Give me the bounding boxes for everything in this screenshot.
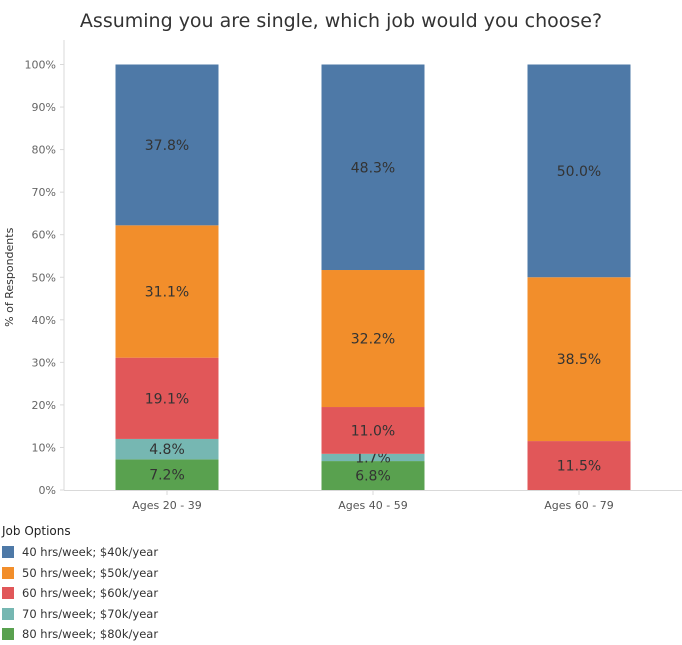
x-tick-label: Ages 20 - 39 <box>132 499 201 512</box>
data-label: 48.3% <box>351 160 395 176</box>
data-label: 19.1% <box>145 391 189 407</box>
bar-segment <box>115 64 219 226</box>
bar-segment <box>527 441 631 490</box>
y-tick-label: 0% <box>39 484 56 497</box>
bar-segment <box>321 453 425 462</box>
legend-item: 70 hrs/week; $70k/year <box>2 604 158 625</box>
legend-item: 60 hrs/week; $60k/year <box>2 583 158 604</box>
x-tick-label: Ages 40 - 59 <box>338 499 407 512</box>
data-label: 38.5% <box>557 352 601 368</box>
legend-label: 40 hrs/week; $40k/year <box>22 545 159 560</box>
legend-label: 80 hrs/week; $80k/year <box>22 627 159 642</box>
data-label: 6.8% <box>355 469 391 485</box>
legend: Job Options 40 hrs/week; $40k/year 50 hrs… <box>2 524 158 645</box>
bar-segment <box>321 270 425 408</box>
data-label: 4.8% <box>149 442 185 458</box>
y-tick-label: 90% <box>32 101 56 114</box>
bar-segment <box>321 461 425 490</box>
bar-segment <box>321 407 425 454</box>
data-label: 32.2% <box>351 332 395 348</box>
y-tick-label: 60% <box>32 229 56 242</box>
bar-segment <box>115 438 219 460</box>
data-label: 11.5% <box>557 459 601 475</box>
chart-title: Assuming you are single, which job would… <box>79 10 603 32</box>
data-label: 31.1% <box>145 285 189 301</box>
y-tick-label: 50% <box>32 271 56 284</box>
y-tick-label: 80% <box>32 144 56 157</box>
y-tick-label: 70% <box>32 186 56 199</box>
y-tick-label: 10% <box>32 441 56 454</box>
legend-title: Job Options <box>2 524 71 538</box>
x-tick-label: Ages 60 - 79 <box>544 499 613 512</box>
data-label: 11.0% <box>351 423 395 439</box>
legend-label: 60 hrs/week; $60k/year <box>22 586 159 601</box>
y-tick-label: 40% <box>32 314 56 327</box>
legend-swatch <box>2 546 14 559</box>
bar-segment <box>321 64 425 271</box>
data-label: 50.0% <box>557 164 601 180</box>
bar-segment <box>115 357 219 439</box>
legend-item: 40 hrs/week; $40k/year <box>2 542 158 563</box>
legend-label: 50 hrs/week; $50k/year <box>22 565 159 580</box>
legend-item: 50 hrs/week; $50k/year <box>2 563 158 584</box>
bar-segment <box>527 277 631 442</box>
data-label: 7.2% <box>149 468 185 484</box>
y-tick-label: 100% <box>25 59 56 72</box>
stacked-bar-chart: 0% 10% 20% 30% 40% 50% 60% 70% 80% 90% 100% % of Re… <box>3 40 682 512</box>
legend-swatch <box>2 587 14 600</box>
bar-segment <box>115 225 219 358</box>
legend-item: 80 hrs/week; $80k/year <box>2 624 158 645</box>
data-label: 1.7% <box>355 450 391 466</box>
bar-segment <box>527 64 631 278</box>
legend-swatch <box>2 628 14 641</box>
legend-label: 70 hrs/week; $70k/year <box>22 606 159 621</box>
y-tick-label: 30% <box>32 356 56 369</box>
data-label: 37.8% <box>145 138 189 154</box>
legend-swatch <box>2 566 14 579</box>
legend-swatch <box>2 607 14 620</box>
bar-segment <box>115 459 219 490</box>
y-axis-title: % of Respondents <box>3 227 16 326</box>
y-tick-label: 20% <box>32 399 56 412</box>
